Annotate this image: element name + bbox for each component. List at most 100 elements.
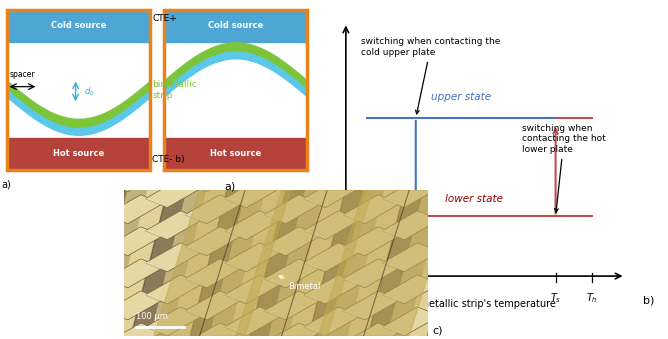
FancyBboxPatch shape bbox=[146, 211, 202, 239]
Text: Cold source: Cold source bbox=[208, 21, 263, 30]
FancyBboxPatch shape bbox=[383, 212, 438, 239]
Text: $T_h$: $T_h$ bbox=[586, 291, 598, 305]
FancyBboxPatch shape bbox=[185, 259, 241, 287]
FancyBboxPatch shape bbox=[304, 307, 360, 336]
FancyBboxPatch shape bbox=[106, 131, 162, 159]
FancyBboxPatch shape bbox=[344, 195, 399, 223]
Text: Bimetal: Bimetal bbox=[279, 276, 320, 291]
FancyBboxPatch shape bbox=[305, 243, 359, 271]
FancyBboxPatch shape bbox=[265, 163, 319, 191]
FancyBboxPatch shape bbox=[27, 195, 84, 223]
Polygon shape bbox=[151, 190, 355, 336]
FancyBboxPatch shape bbox=[27, 163, 84, 192]
FancyBboxPatch shape bbox=[185, 291, 241, 320]
FancyBboxPatch shape bbox=[344, 227, 399, 255]
FancyBboxPatch shape bbox=[265, 227, 319, 255]
FancyBboxPatch shape bbox=[107, 227, 162, 255]
Text: bimetallic
strip: bimetallic strip bbox=[152, 80, 197, 100]
FancyBboxPatch shape bbox=[383, 307, 439, 336]
FancyBboxPatch shape bbox=[107, 163, 162, 191]
Bar bbox=[164, 10, 307, 42]
FancyBboxPatch shape bbox=[146, 307, 202, 336]
FancyBboxPatch shape bbox=[305, 308, 359, 335]
FancyBboxPatch shape bbox=[226, 147, 280, 175]
Bar bbox=[164, 138, 307, 170]
FancyBboxPatch shape bbox=[265, 260, 319, 287]
FancyBboxPatch shape bbox=[224, 307, 281, 336]
FancyBboxPatch shape bbox=[383, 243, 439, 272]
FancyBboxPatch shape bbox=[67, 276, 122, 303]
FancyBboxPatch shape bbox=[67, 307, 123, 336]
FancyBboxPatch shape bbox=[107, 195, 162, 223]
FancyBboxPatch shape bbox=[185, 227, 241, 256]
FancyBboxPatch shape bbox=[67, 308, 122, 335]
FancyBboxPatch shape bbox=[344, 163, 399, 191]
FancyBboxPatch shape bbox=[224, 243, 281, 272]
FancyBboxPatch shape bbox=[147, 243, 201, 271]
FancyBboxPatch shape bbox=[106, 227, 162, 256]
FancyBboxPatch shape bbox=[106, 291, 162, 320]
Polygon shape bbox=[289, 190, 493, 336]
Polygon shape bbox=[546, 190, 668, 336]
FancyBboxPatch shape bbox=[27, 131, 84, 159]
FancyBboxPatch shape bbox=[186, 163, 240, 191]
Polygon shape bbox=[467, 190, 668, 336]
FancyBboxPatch shape bbox=[67, 147, 122, 175]
FancyBboxPatch shape bbox=[146, 179, 202, 207]
FancyBboxPatch shape bbox=[224, 179, 281, 207]
FancyBboxPatch shape bbox=[185, 163, 241, 192]
FancyBboxPatch shape bbox=[186, 324, 240, 339]
FancyBboxPatch shape bbox=[265, 259, 321, 287]
FancyBboxPatch shape bbox=[343, 163, 399, 192]
FancyBboxPatch shape bbox=[27, 227, 84, 256]
FancyBboxPatch shape bbox=[28, 260, 82, 287]
FancyBboxPatch shape bbox=[383, 179, 439, 207]
FancyBboxPatch shape bbox=[186, 195, 240, 223]
Polygon shape bbox=[448, 190, 651, 336]
FancyBboxPatch shape bbox=[186, 292, 240, 319]
FancyBboxPatch shape bbox=[67, 147, 123, 175]
Polygon shape bbox=[309, 190, 512, 336]
Text: switching when contacting the
cold upper plate: switching when contacting the cold upper… bbox=[361, 37, 500, 114]
Polygon shape bbox=[349, 190, 552, 336]
FancyBboxPatch shape bbox=[146, 147, 202, 175]
FancyBboxPatch shape bbox=[383, 147, 439, 175]
FancyBboxPatch shape bbox=[226, 179, 280, 207]
FancyBboxPatch shape bbox=[147, 212, 201, 239]
FancyBboxPatch shape bbox=[27, 291, 84, 320]
FancyBboxPatch shape bbox=[27, 323, 84, 339]
FancyBboxPatch shape bbox=[343, 227, 399, 256]
FancyBboxPatch shape bbox=[67, 275, 123, 304]
FancyBboxPatch shape bbox=[343, 259, 399, 287]
Text: upper state: upper state bbox=[432, 92, 492, 102]
FancyBboxPatch shape bbox=[106, 195, 162, 223]
Polygon shape bbox=[190, 190, 394, 336]
FancyBboxPatch shape bbox=[383, 179, 438, 207]
Polygon shape bbox=[92, 190, 295, 336]
FancyBboxPatch shape bbox=[265, 195, 321, 223]
FancyBboxPatch shape bbox=[106, 259, 162, 287]
FancyBboxPatch shape bbox=[67, 243, 123, 272]
FancyBboxPatch shape bbox=[343, 131, 399, 159]
Bar bbox=[7, 138, 150, 170]
Polygon shape bbox=[329, 190, 532, 336]
Polygon shape bbox=[269, 190, 473, 336]
Text: CTE+: CTE+ bbox=[152, 14, 177, 23]
FancyBboxPatch shape bbox=[383, 308, 438, 335]
FancyBboxPatch shape bbox=[107, 324, 162, 339]
FancyBboxPatch shape bbox=[265, 131, 321, 159]
FancyBboxPatch shape bbox=[304, 147, 360, 175]
FancyBboxPatch shape bbox=[186, 131, 240, 159]
FancyBboxPatch shape bbox=[146, 275, 202, 304]
FancyBboxPatch shape bbox=[147, 147, 201, 175]
FancyBboxPatch shape bbox=[305, 212, 359, 239]
FancyBboxPatch shape bbox=[304, 211, 360, 239]
FancyBboxPatch shape bbox=[224, 275, 281, 304]
Polygon shape bbox=[428, 190, 631, 336]
FancyBboxPatch shape bbox=[146, 243, 202, 272]
Text: Bimetallic strip's temperature: Bimetallic strip's temperature bbox=[409, 299, 556, 309]
Polygon shape bbox=[250, 190, 454, 336]
FancyBboxPatch shape bbox=[28, 163, 82, 191]
FancyBboxPatch shape bbox=[304, 179, 360, 207]
Polygon shape bbox=[506, 190, 668, 336]
